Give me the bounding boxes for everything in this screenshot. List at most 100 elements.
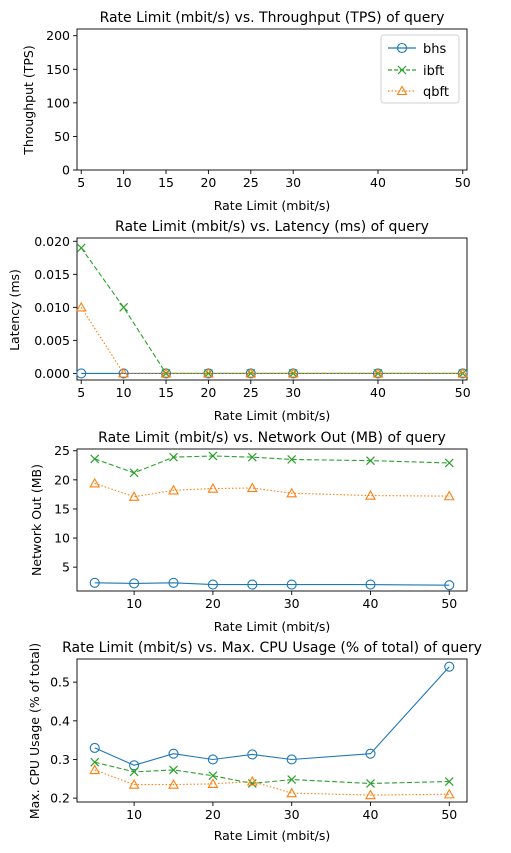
point-qbft (89, 477, 101, 488)
x-tick-label: 15 (158, 385, 174, 400)
y-tick-label: 150 (46, 62, 70, 77)
chart-title: Rate Limit (mbit/s) vs. Network Out (MB)… (98, 430, 446, 446)
y-axis-label: Latency (ms) (7, 269, 22, 351)
point-ibft (458, 368, 468, 378)
point-qbft (128, 491, 140, 501)
point-bhs (89, 577, 100, 588)
legend-label-bhs: bhs (423, 42, 446, 57)
point-ibft (247, 452, 257, 462)
point-ibft (287, 455, 297, 464)
point-ibft (169, 765, 178, 775)
x-tick-label: 30 (284, 596, 300, 611)
point-bhs (247, 579, 258, 590)
point-ibft (203, 368, 213, 378)
x-axis-label: Rate Limit (mbit/s) (214, 619, 331, 634)
y-tick-label: 0.000 (34, 366, 70, 381)
panel-network-out: Rate Limit (mbit/s) vs. Network Out (MB)… (29, 430, 468, 634)
y-tick-label: 15 (54, 501, 70, 516)
y-tick-label: 5 (62, 560, 70, 575)
y-tick-label: 0.2 (50, 791, 70, 806)
x-tick-label: 20 (205, 807, 221, 822)
x-tick-label: 40 (363, 807, 379, 822)
point-ibft (208, 451, 218, 461)
point-qbft (128, 778, 140, 789)
chart-title: Rate Limit (mbit/s) vs. Latency (ms) of … (115, 219, 429, 235)
point-bhs (129, 578, 140, 589)
legend: bhs ibft qbft (380, 34, 460, 104)
panel-throughput: Rate Limit (mbit/s) vs. Throughput (TPS)… (21, 10, 471, 213)
y-tick-label: 0 (62, 163, 70, 178)
series-line-ibft (94, 761, 450, 785)
series-line-qbft (80, 307, 463, 374)
legend-label-ibft: ibft (423, 64, 444, 79)
x-tick-label: 5 (77, 175, 85, 190)
y-tick-label: 0.5 (50, 675, 70, 690)
chart-title: Rate Limit (mbit/s) vs. Throughput (TPS)… (100, 10, 445, 26)
point-qbft (75, 301, 87, 312)
point-ibft (366, 779, 375, 788)
x-axis-label: Rate Limit (mbit/s) (214, 408, 331, 423)
point-ibft (90, 454, 100, 464)
point-qbft (286, 787, 298, 798)
x-tick-label: 25 (243, 175, 259, 190)
legend-label-qbft: qbft (423, 85, 449, 100)
x-tick-label: 30 (284, 807, 300, 822)
point-ibft (161, 368, 171, 378)
point-ibft (366, 456, 375, 466)
series-line-bhs (94, 582, 450, 586)
y-tick-label: 100 (46, 95, 70, 110)
point-qbft (287, 367, 299, 378)
x-tick-label: 10 (126, 596, 142, 611)
point-qbft (202, 367, 214, 378)
y-axis-label: Max. CPU Usage (% of total) (27, 643, 42, 819)
y-tick-label: 0.010 (34, 300, 70, 315)
point-qbft (365, 489, 376, 500)
y-tick-label: 25 (54, 443, 70, 458)
legend-marker-bhs (396, 42, 408, 54)
y-axis-label: Network Out (MB) (29, 464, 44, 576)
point-ibft (288, 368, 298, 378)
panel-latency: Rate Limit (mbit/s) vs. Latency (ms) of … (7, 219, 471, 423)
y-tick-label: 10 (54, 531, 70, 546)
panel-cpu-usage: Rate Limit (mbit/s) vs. Max. CPU Usage (… (27, 640, 482, 843)
x-tick-label: 5 (77, 385, 85, 400)
point-qbft (245, 367, 257, 378)
legend-marker-ibft (397, 65, 407, 75)
point-ibft (246, 368, 256, 378)
series-line-qbft (94, 769, 450, 796)
point-qbft (160, 367, 172, 378)
point-qbft (89, 764, 101, 775)
y-tick-label: 20 (54, 472, 70, 487)
point-bhs (129, 760, 140, 771)
point-qbft (168, 778, 179, 789)
point-ibft (90, 757, 100, 767)
point-qbft (246, 775, 258, 786)
series-line-qbft (94, 482, 450, 498)
point-bhs (168, 748, 179, 759)
point-qbft (207, 778, 219, 788)
point-bhs (76, 368, 87, 379)
y-tick-label: 50 (54, 129, 70, 144)
plot-frame (76, 237, 468, 381)
y-tick-label: 0.005 (34, 333, 70, 348)
y-tick-label: 0.3 (50, 752, 70, 767)
x-tick-label: 20 (200, 385, 216, 400)
point-bhs (444, 661, 455, 672)
point-ibft (129, 767, 139, 777)
x-tick-label: 20 (205, 596, 221, 611)
point-ibft (444, 458, 454, 468)
point-ibft (287, 775, 297, 785)
x-tick-label: 40 (363, 596, 379, 611)
point-qbft (118, 367, 130, 378)
x-tick-label: 10 (116, 385, 132, 400)
legend-marker-qbft (396, 85, 408, 96)
point-bhs (207, 754, 218, 765)
plot-frame (76, 658, 468, 803)
y-axis-label: Throughput (TPS) (21, 45, 36, 155)
x-tick-label: 40 (370, 175, 386, 190)
point-bhs (168, 577, 179, 588)
series-line-bhs (94, 666, 450, 766)
chart-title: Rate Limit (mbit/s) vs. Max. CPU Usage (… (62, 640, 482, 656)
